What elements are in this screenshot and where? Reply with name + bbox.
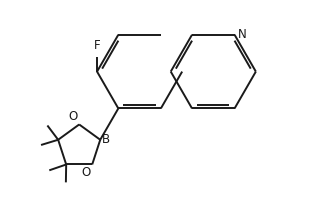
- Text: F: F: [94, 39, 100, 52]
- Text: O: O: [81, 166, 90, 179]
- Text: N: N: [238, 28, 247, 41]
- Text: B: B: [102, 133, 110, 146]
- Text: O: O: [68, 110, 78, 123]
